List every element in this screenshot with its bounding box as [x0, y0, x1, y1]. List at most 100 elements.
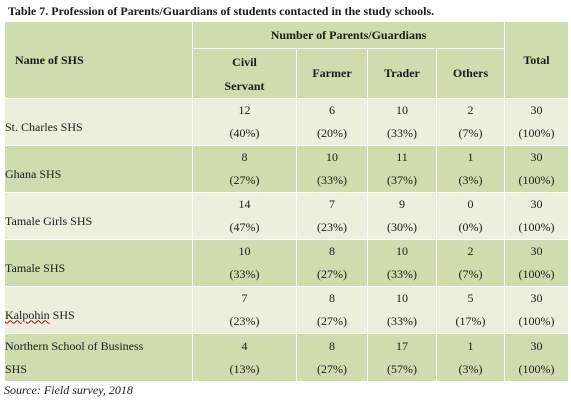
table-row: Tamale SHS 10 (33%) 8 (27%) 10 (33%) 2 (7%) …: [4, 239, 570, 287]
count: 4: [241, 338, 248, 353]
count: 10: [396, 103, 408, 117]
school-name: Tamale SHS: [4, 239, 193, 287]
count: 2: [467, 244, 474, 258]
school-name: St. Charles SHS: [4, 98, 193, 146]
others-cell: 2 (7%): [435, 98, 506, 146]
table-row: Kalpohin SHS 7 (23%) 8 (27%) 10 (33%) 5 (17%…: [4, 286, 570, 334]
others-cell: 0 (0%): [435, 192, 506, 240]
percent: (27%): [229, 173, 260, 187]
others-cell: 1 (3%): [435, 333, 506, 382]
farmer-cell: 8 (27%): [296, 239, 368, 287]
percent: (17%): [455, 314, 486, 328]
total-cell: 30 (100%): [504, 145, 570, 193]
header-school: Name of SHS: [4, 21, 193, 99]
count: 30: [530, 338, 543, 353]
trader-cell: 10 (33%): [367, 239, 437, 287]
source-note: Source: Field survey, 2018: [4, 383, 133, 397]
trader-cell: 11 (37%): [367, 145, 437, 193]
school-name-text: Tamale Girls SHS: [5, 213, 93, 228]
count: 8: [329, 338, 335, 353]
school-name-line1: Northern School of Business: [5, 338, 144, 353]
header-trader: Trader: [367, 48, 437, 99]
table-row: Tamale Girls SHS 14 (47%) 7 (23%) 9 (30%) 0…: [4, 192, 570, 240]
percent: (27%): [317, 361, 347, 376]
percent: (20%): [317, 126, 347, 140]
school-name-text: St. Charles SHS: [5, 119, 83, 134]
percent: (40%): [229, 126, 260, 140]
school-name: Northern School of Business SHS: [4, 333, 193, 382]
percent: (33%): [387, 126, 417, 140]
count: 10: [396, 244, 408, 258]
percent: (33%): [387, 267, 417, 281]
civil-cell: 4 (13%): [192, 333, 297, 382]
count: 7: [329, 197, 335, 211]
trader-cell: 10 (33%): [367, 98, 437, 146]
school-name: Tamale Girls SHS: [4, 192, 193, 240]
total-cell: 30 (100%): [504, 192, 570, 240]
table-row: St. Charles SHS 12 (40%) 6 (20%) 10 (33%) 2…: [4, 98, 570, 146]
percent: (100%): [518, 267, 555, 281]
farmer-cell: 8 (27%): [296, 286, 368, 334]
percent: (47%): [229, 220, 260, 234]
header-farmer: Farmer: [296, 48, 368, 99]
header-group: Number of Parents/Guardians: [191, 21, 506, 49]
percent: (33%): [387, 314, 417, 328]
table-row: Ghana SHS 8 (27%) 10 (33%) 11 (37%) 1 (3%) 3…: [4, 145, 570, 193]
count: 10: [238, 244, 251, 258]
percent: (100%): [518, 361, 555, 376]
count: 17: [396, 338, 408, 353]
school-name-suffix: SHS: [49, 307, 75, 322]
civil-cell: 12 (40%): [192, 98, 297, 146]
percent: (13%): [229, 361, 260, 376]
count: 7: [241, 291, 248, 305]
count: 8: [329, 244, 335, 258]
header-civil-line1: Civil: [232, 54, 257, 69]
percent: (30%): [387, 220, 417, 234]
count: 1: [467, 150, 474, 164]
count: 1: [467, 338, 474, 353]
count: 2: [467, 103, 474, 117]
civil-cell: 14 (47%): [192, 192, 297, 240]
header-civil-servant: Civil Servant: [192, 48, 297, 99]
percent: (27%): [317, 314, 347, 328]
total-cell: 30 (100%): [504, 333, 570, 382]
farmer-cell: 10 (33%): [296, 145, 368, 193]
school-name: Ghana SHS: [4, 145, 193, 193]
farmer-cell: 7 (23%): [296, 192, 368, 240]
count: 11: [396, 150, 408, 164]
table-caption: Table 7. Profession of Parents/Guardians…: [8, 4, 435, 18]
count: 10: [396, 291, 408, 305]
percent: (100%): [518, 126, 555, 140]
trader-cell: 10 (33%): [367, 286, 437, 334]
spellcheck-word: Kalpohin: [5, 307, 50, 322]
others-cell: 2 (7%): [435, 239, 506, 287]
count: 30: [530, 103, 543, 117]
total-cell: 30 (100%): [504, 98, 570, 146]
others-cell: 1 (3%): [435, 145, 506, 193]
percent: (100%): [518, 220, 555, 234]
profession-table: Name of SHS Number of Parents/Guardians …: [4, 21, 570, 382]
farmer-cell: 8 (27%): [296, 333, 368, 382]
header-civil-line2: Servant: [224, 78, 265, 93]
trader-cell: 17 (57%): [367, 333, 437, 382]
count: 12: [238, 103, 251, 117]
total-cell: 30 (100%): [504, 239, 570, 287]
school-name-line2: SHS: [5, 361, 28, 376]
header-others: Others: [435, 48, 506, 99]
civil-cell: 8 (27%): [192, 145, 297, 193]
count: 30: [530, 244, 543, 258]
percent: (100%): [518, 173, 555, 187]
count: 8: [241, 150, 248, 164]
percent: (33%): [229, 267, 260, 281]
header-total: Total: [504, 21, 570, 99]
percent: (3%): [458, 173, 483, 187]
percent: (27%): [317, 267, 347, 281]
school-name-text: Tamale SHS: [5, 260, 66, 275]
school-name-text: Kalpohin SHS: [5, 298, 192, 323]
total-cell: 30 (100%): [504, 286, 570, 334]
farmer-cell: 6 (20%): [296, 98, 368, 146]
school-name-text: Ghana SHS: [5, 166, 62, 181]
count: 8: [329, 291, 335, 305]
count: 30: [530, 291, 543, 305]
percent: (33%): [317, 173, 347, 187]
